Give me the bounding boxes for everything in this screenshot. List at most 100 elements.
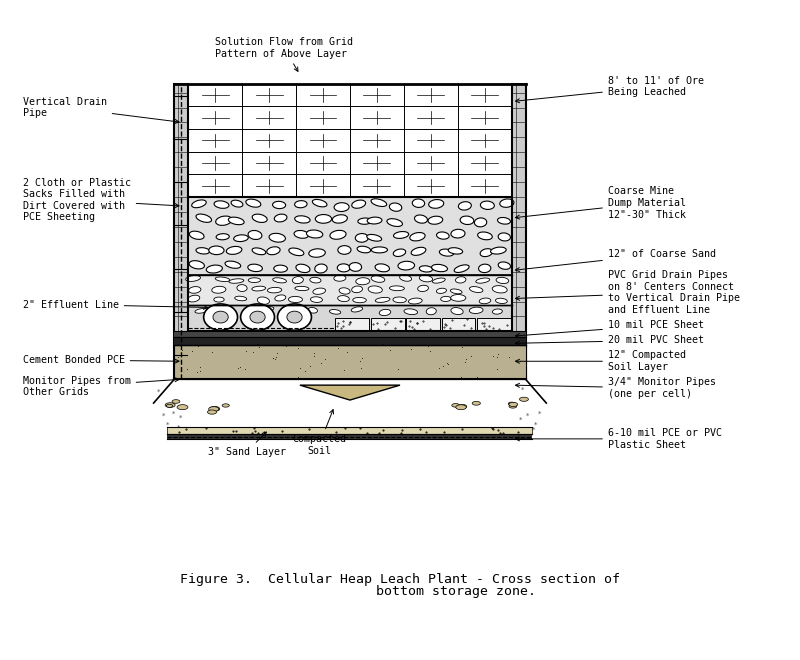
- Ellipse shape: [338, 296, 350, 302]
- Ellipse shape: [252, 214, 267, 222]
- Ellipse shape: [310, 297, 322, 302]
- Ellipse shape: [356, 278, 370, 284]
- Ellipse shape: [315, 214, 332, 223]
- Text: 6-10 mil PCE or PVC
Plastic Sheet: 6-10 mil PCE or PVC Plastic Sheet: [515, 428, 722, 449]
- Ellipse shape: [218, 308, 228, 315]
- Ellipse shape: [390, 203, 402, 211]
- Text: 8' to 11' of Ore
Being Leached: 8' to 11' of Ore Being Leached: [515, 76, 704, 103]
- Ellipse shape: [312, 199, 327, 207]
- Ellipse shape: [334, 203, 349, 211]
- Ellipse shape: [209, 407, 218, 411]
- Text: 20 mil PVC Sheet: 20 mil PVC Sheet: [515, 335, 704, 345]
- Bar: [167, 427, 533, 434]
- Ellipse shape: [390, 286, 404, 290]
- Ellipse shape: [234, 296, 246, 301]
- Ellipse shape: [431, 265, 447, 272]
- Text: *: *: [172, 411, 175, 416]
- Ellipse shape: [509, 405, 517, 408]
- Ellipse shape: [498, 218, 510, 224]
- Ellipse shape: [451, 308, 463, 315]
- Ellipse shape: [358, 218, 372, 224]
- Ellipse shape: [472, 401, 480, 405]
- Ellipse shape: [495, 298, 507, 304]
- Bar: [167, 434, 533, 439]
- Ellipse shape: [400, 275, 411, 281]
- Ellipse shape: [177, 405, 188, 410]
- Bar: [477, 318, 511, 330]
- Ellipse shape: [394, 232, 409, 238]
- Ellipse shape: [216, 216, 232, 225]
- Bar: [174, 84, 188, 379]
- Ellipse shape: [419, 275, 433, 282]
- Text: 10 mil PCE Sheet: 10 mil PCE Sheet: [515, 321, 704, 338]
- Ellipse shape: [192, 200, 206, 208]
- Ellipse shape: [313, 288, 326, 294]
- Ellipse shape: [352, 286, 362, 292]
- Ellipse shape: [189, 261, 205, 269]
- Ellipse shape: [166, 405, 173, 407]
- Ellipse shape: [366, 234, 382, 241]
- Ellipse shape: [246, 199, 261, 207]
- Ellipse shape: [409, 298, 422, 304]
- Ellipse shape: [439, 249, 454, 256]
- Ellipse shape: [189, 286, 201, 293]
- Circle shape: [250, 311, 265, 323]
- Bar: [442, 318, 475, 330]
- Ellipse shape: [226, 246, 242, 254]
- Ellipse shape: [498, 262, 510, 269]
- Ellipse shape: [228, 217, 244, 224]
- Text: 12" Compacted
Soil Layer: 12" Compacted Soil Layer: [515, 350, 686, 372]
- Ellipse shape: [292, 277, 303, 284]
- Bar: [188, 304, 512, 331]
- Ellipse shape: [428, 216, 442, 224]
- Text: Coarse Mine
Dump Material
12"-30" Thick: Coarse Mine Dump Material 12"-30" Thick: [515, 187, 686, 220]
- Ellipse shape: [474, 218, 486, 227]
- Ellipse shape: [451, 229, 465, 238]
- Ellipse shape: [206, 265, 222, 273]
- Ellipse shape: [455, 277, 466, 283]
- Ellipse shape: [349, 263, 362, 271]
- Ellipse shape: [375, 264, 390, 272]
- Text: *: *: [157, 388, 160, 394]
- Ellipse shape: [165, 403, 175, 407]
- Ellipse shape: [478, 264, 491, 273]
- Bar: [188, 84, 512, 197]
- Ellipse shape: [209, 246, 224, 255]
- Text: *: *: [526, 412, 530, 418]
- Ellipse shape: [379, 310, 390, 315]
- Ellipse shape: [274, 214, 287, 222]
- Bar: [370, 318, 405, 330]
- Ellipse shape: [216, 234, 230, 240]
- Ellipse shape: [410, 232, 425, 241]
- Ellipse shape: [289, 296, 302, 302]
- Ellipse shape: [309, 249, 326, 257]
- Ellipse shape: [248, 264, 262, 271]
- Ellipse shape: [294, 216, 310, 223]
- Text: bottom storage zone.: bottom storage zone.: [264, 585, 536, 597]
- Text: Figure 3.  Cellular Heap Leach Plant - Cross section of: Figure 3. Cellular Heap Leach Plant - Cr…: [180, 573, 620, 585]
- Ellipse shape: [476, 278, 490, 283]
- Ellipse shape: [437, 288, 446, 294]
- Ellipse shape: [274, 295, 286, 301]
- Ellipse shape: [480, 201, 494, 209]
- Ellipse shape: [306, 230, 323, 238]
- Bar: [174, 345, 526, 379]
- Ellipse shape: [262, 307, 274, 312]
- Ellipse shape: [214, 297, 224, 302]
- Ellipse shape: [371, 247, 387, 253]
- Ellipse shape: [196, 248, 210, 254]
- Text: 2" Effluent Line: 2" Effluent Line: [22, 300, 207, 310]
- Text: Cement Bonded PCE: Cement Bonded PCE: [22, 355, 179, 365]
- Ellipse shape: [267, 287, 282, 293]
- Ellipse shape: [433, 278, 446, 283]
- Ellipse shape: [493, 309, 502, 314]
- Ellipse shape: [426, 308, 436, 315]
- Ellipse shape: [296, 264, 310, 273]
- Bar: [188, 197, 512, 275]
- Bar: [174, 337, 526, 345]
- Text: *: *: [531, 427, 535, 433]
- Ellipse shape: [450, 289, 462, 294]
- Ellipse shape: [393, 297, 406, 303]
- Ellipse shape: [231, 200, 243, 207]
- Circle shape: [278, 304, 311, 330]
